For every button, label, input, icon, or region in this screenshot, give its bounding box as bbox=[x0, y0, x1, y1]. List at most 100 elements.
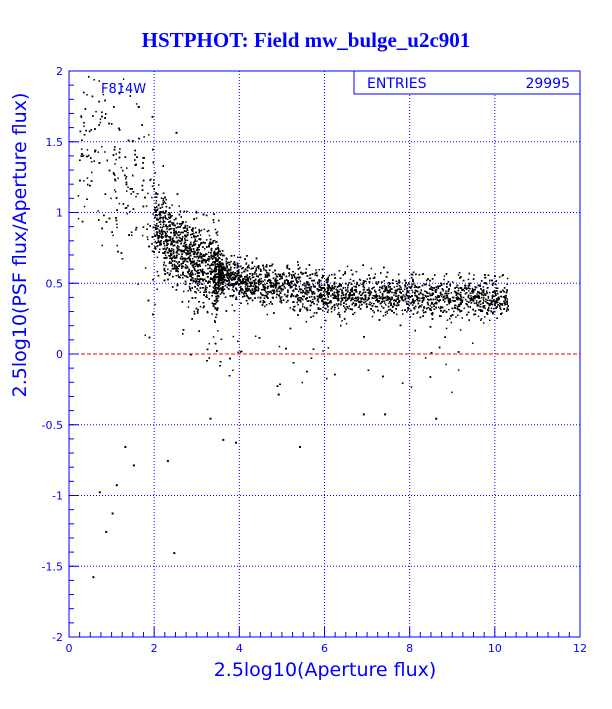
data-point bbox=[456, 296, 459, 298]
data-point bbox=[444, 295, 446, 297]
data-point bbox=[299, 266, 301, 269]
data-point bbox=[158, 211, 161, 214]
data-point bbox=[413, 286, 416, 289]
data-point bbox=[327, 280, 329, 282]
data-point bbox=[298, 297, 301, 299]
data-point bbox=[385, 290, 387, 292]
data-point bbox=[490, 310, 492, 312]
data-point bbox=[143, 136, 145, 138]
data-point bbox=[388, 302, 390, 304]
data-point bbox=[461, 317, 463, 319]
data-point bbox=[186, 225, 189, 227]
data-point bbox=[177, 274, 179, 276]
data-point bbox=[486, 287, 489, 289]
data-point bbox=[216, 241, 218, 243]
data-point bbox=[125, 176, 128, 178]
data-point bbox=[506, 277, 509, 280]
data-point bbox=[264, 305, 266, 308]
data-point bbox=[298, 278, 300, 280]
data-point bbox=[387, 284, 390, 287]
data-point bbox=[141, 234, 144, 237]
data-point bbox=[80, 148, 83, 150]
data-point bbox=[241, 278, 244, 281]
data-point bbox=[301, 292, 303, 294]
data-point bbox=[301, 381, 303, 384]
data-point bbox=[280, 277, 282, 280]
data-point bbox=[396, 285, 398, 288]
data-point bbox=[227, 288, 230, 290]
data-point bbox=[214, 306, 216, 309]
data-point bbox=[147, 238, 149, 241]
data-point bbox=[156, 245, 158, 248]
data-point bbox=[333, 304, 336, 306]
data-point bbox=[265, 282, 268, 285]
data-point bbox=[212, 336, 215, 338]
data-point bbox=[328, 274, 331, 277]
data-point bbox=[195, 217, 198, 219]
data-point bbox=[310, 302, 313, 304]
data-point bbox=[250, 285, 253, 287]
data-point bbox=[160, 197, 163, 199]
data-point bbox=[473, 302, 476, 305]
data-point bbox=[345, 303, 348, 305]
data-point bbox=[422, 294, 425, 296]
data-point bbox=[114, 191, 117, 193]
data-point bbox=[156, 214, 158, 217]
data-point bbox=[363, 286, 366, 289]
data-point bbox=[278, 345, 281, 348]
data-point bbox=[284, 282, 286, 285]
data-point bbox=[305, 308, 308, 310]
data-point bbox=[266, 313, 268, 316]
data-point bbox=[475, 300, 478, 302]
data-point bbox=[440, 294, 442, 296]
data-point bbox=[378, 297, 380, 299]
data-point bbox=[227, 284, 230, 287]
data-point bbox=[214, 281, 216, 284]
data-point bbox=[299, 280, 301, 282]
data-point bbox=[121, 85, 124, 88]
data-point bbox=[358, 304, 361, 306]
data-point bbox=[212, 286, 214, 288]
data-point bbox=[245, 262, 248, 264]
data-point bbox=[189, 288, 191, 291]
data-point bbox=[457, 287, 460, 289]
data-point bbox=[503, 300, 505, 303]
data-point bbox=[374, 297, 376, 299]
data-point bbox=[476, 293, 478, 295]
data-point bbox=[288, 275, 290, 277]
data-points bbox=[77, 76, 509, 579]
data-point bbox=[492, 291, 494, 293]
data-point bbox=[352, 296, 354, 299]
data-point bbox=[396, 298, 399, 301]
data-point bbox=[430, 286, 433, 288]
data-point bbox=[481, 296, 483, 299]
data-point bbox=[491, 297, 494, 299]
data-point bbox=[215, 241, 217, 244]
data-point bbox=[293, 290, 295, 292]
data-point bbox=[184, 264, 187, 266]
data-point bbox=[214, 278, 217, 281]
data-point bbox=[116, 226, 118, 229]
data-point bbox=[155, 192, 157, 194]
data-point bbox=[204, 254, 207, 256]
data-point bbox=[212, 281, 215, 284]
data-point bbox=[217, 253, 219, 255]
data-point bbox=[172, 248, 175, 251]
data-point bbox=[163, 201, 166, 203]
data-point bbox=[291, 276, 293, 278]
data-point bbox=[158, 184, 160, 186]
data-point bbox=[197, 312, 199, 314]
data-point bbox=[412, 304, 414, 306]
data-point bbox=[252, 285, 254, 288]
data-point bbox=[116, 244, 118, 247]
data-point bbox=[163, 269, 165, 271]
data-point bbox=[440, 315, 442, 317]
data-point bbox=[268, 291, 271, 293]
data-point bbox=[222, 274, 225, 276]
data-point bbox=[90, 161, 93, 163]
data-point bbox=[368, 297, 370, 300]
data-point bbox=[226, 270, 228, 272]
data-point bbox=[159, 216, 161, 218]
data-point bbox=[194, 238, 196, 240]
data-point bbox=[238, 284, 240, 286]
